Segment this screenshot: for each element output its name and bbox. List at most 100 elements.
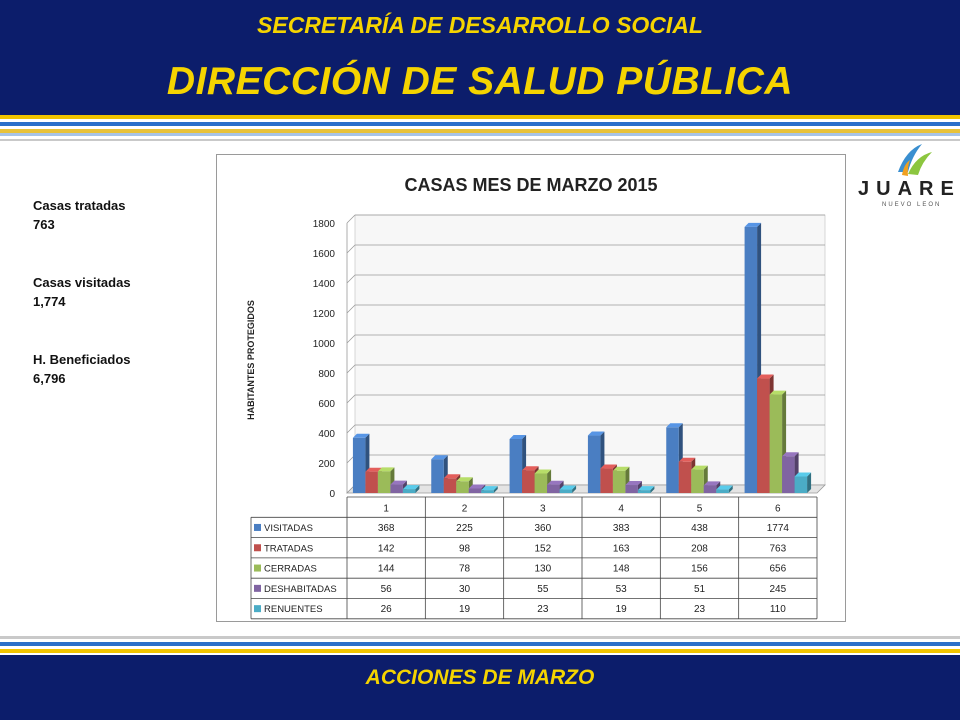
- bar-top: [666, 423, 683, 428]
- bar: [456, 481, 469, 493]
- x-tick-label: 2: [462, 503, 468, 514]
- data-label: 53: [616, 584, 628, 595]
- data-label: 55: [537, 584, 549, 595]
- y-tick-label: 1800: [313, 219, 336, 230]
- data-label: 23: [537, 604, 549, 615]
- stat-beneficiados: H. Beneficiados 6,796: [33, 350, 131, 388]
- y-tick-label: 1200: [313, 309, 336, 320]
- bar-top: [782, 452, 799, 457]
- bar-top: [757, 374, 774, 379]
- bar-top: [769, 390, 787, 395]
- data-label: 78: [459, 564, 471, 575]
- legend-label: DESHABITADAS: [264, 584, 337, 595]
- chart-title: CASAS MES DE MARZO 2015: [404, 175, 657, 195]
- data-label: 130: [534, 564, 551, 575]
- bar: [691, 469, 704, 493]
- data-label: 163: [613, 543, 630, 554]
- legend-swatch: [254, 584, 261, 592]
- juarez-logo: JUAREZ NUEVO LEON: [858, 142, 960, 232]
- bar-top: [637, 486, 655, 491]
- data-label: 360: [534, 523, 551, 534]
- legend-label: RENUENTES: [264, 604, 323, 615]
- bar: [716, 489, 729, 493]
- gridline-side: [346, 274, 356, 284]
- data-label: 23: [694, 604, 706, 615]
- bar-top: [703, 481, 721, 486]
- bar-top: [456, 477, 473, 482]
- footer-band: [0, 655, 960, 720]
- data-label: 19: [459, 604, 471, 615]
- y-axis-label: HABITANTES PROTEGIDOS: [246, 300, 256, 420]
- x-tick-label: 5: [697, 503, 703, 514]
- data-label: 26: [381, 604, 393, 615]
- legend-label: TRATADAS: [264, 543, 313, 554]
- logo-word: JUAREZ: [858, 178, 960, 200]
- bar: [481, 490, 494, 493]
- bar-top: [509, 435, 527, 439]
- data-label: 19: [616, 604, 628, 615]
- bar: [612, 470, 626, 493]
- data-label: 225: [456, 523, 473, 534]
- header-subtitle: SECRETARÍA DE DESARROLLO SOCIAL: [257, 12, 703, 38]
- bar: [703, 485, 717, 493]
- x-tick-label: 6: [775, 503, 781, 514]
- bar-side: [415, 485, 420, 493]
- bar-top: [468, 484, 486, 489]
- bar-top: [534, 469, 552, 474]
- data-label: 110: [770, 604, 786, 615]
- bar: [468, 488, 482, 493]
- bar: [782, 456, 795, 493]
- bar: [402, 489, 416, 493]
- bar: [559, 489, 573, 493]
- bar: [625, 485, 638, 493]
- stat-value: 6,796: [33, 371, 66, 386]
- legend-swatch: [254, 564, 261, 572]
- gridline-side: [346, 334, 356, 344]
- bar: [522, 470, 535, 493]
- bar: [744, 226, 758, 493]
- bar: [365, 471, 378, 493]
- y-tick-label: 400: [318, 429, 335, 440]
- bar-top: [547, 480, 564, 485]
- logo-sub: NUEVO LEON: [882, 202, 942, 208]
- bar-side: [493, 486, 498, 493]
- gridline-side: [346, 364, 356, 374]
- bar-top: [691, 465, 708, 470]
- bar: [377, 471, 391, 493]
- y-tick-label: 1600: [313, 249, 336, 260]
- bar-top: [365, 467, 382, 472]
- bar-top: [678, 457, 696, 462]
- y-tick-label: 200: [318, 459, 335, 470]
- data-label: 30: [459, 584, 471, 595]
- data-label: 152: [534, 543, 551, 554]
- header-band: [0, 0, 960, 115]
- data-label: 763: [769, 543, 786, 554]
- gridline-side: [346, 304, 356, 314]
- legend-label: VISITADAS: [264, 523, 313, 534]
- bar-top: [744, 222, 762, 227]
- bar: [587, 435, 601, 493]
- bar: [769, 394, 783, 493]
- x-tick-label: 1: [383, 503, 389, 514]
- bar-top: [716, 485, 733, 490]
- data-label: 98: [459, 543, 471, 554]
- bar: [600, 468, 613, 493]
- bar-side: [807, 472, 812, 493]
- stat-label: Casas visitadas: [33, 275, 131, 290]
- legend-swatch: [254, 605, 261, 613]
- data-label: 156: [691, 564, 708, 575]
- chart-frame: CASAS MES DE MARZO 2015 HABITANTES PROTEG…: [216, 154, 846, 622]
- y-tick-label: 800: [318, 369, 335, 380]
- stat-label: Casas tratadas: [33, 198, 126, 213]
- legend-swatch: [254, 544, 261, 552]
- bar: [666, 427, 679, 493]
- bar-top: [587, 431, 605, 436]
- bar-top: [612, 466, 630, 471]
- bar-top: [559, 485, 577, 490]
- bar-top: [390, 480, 407, 485]
- data-label: 142: [378, 543, 395, 554]
- gridline-side: [346, 244, 356, 254]
- bar: [637, 490, 651, 493]
- stat-value: 763: [33, 217, 55, 232]
- stat-casas-visitadas: Casas visitadas 1,774: [33, 273, 131, 311]
